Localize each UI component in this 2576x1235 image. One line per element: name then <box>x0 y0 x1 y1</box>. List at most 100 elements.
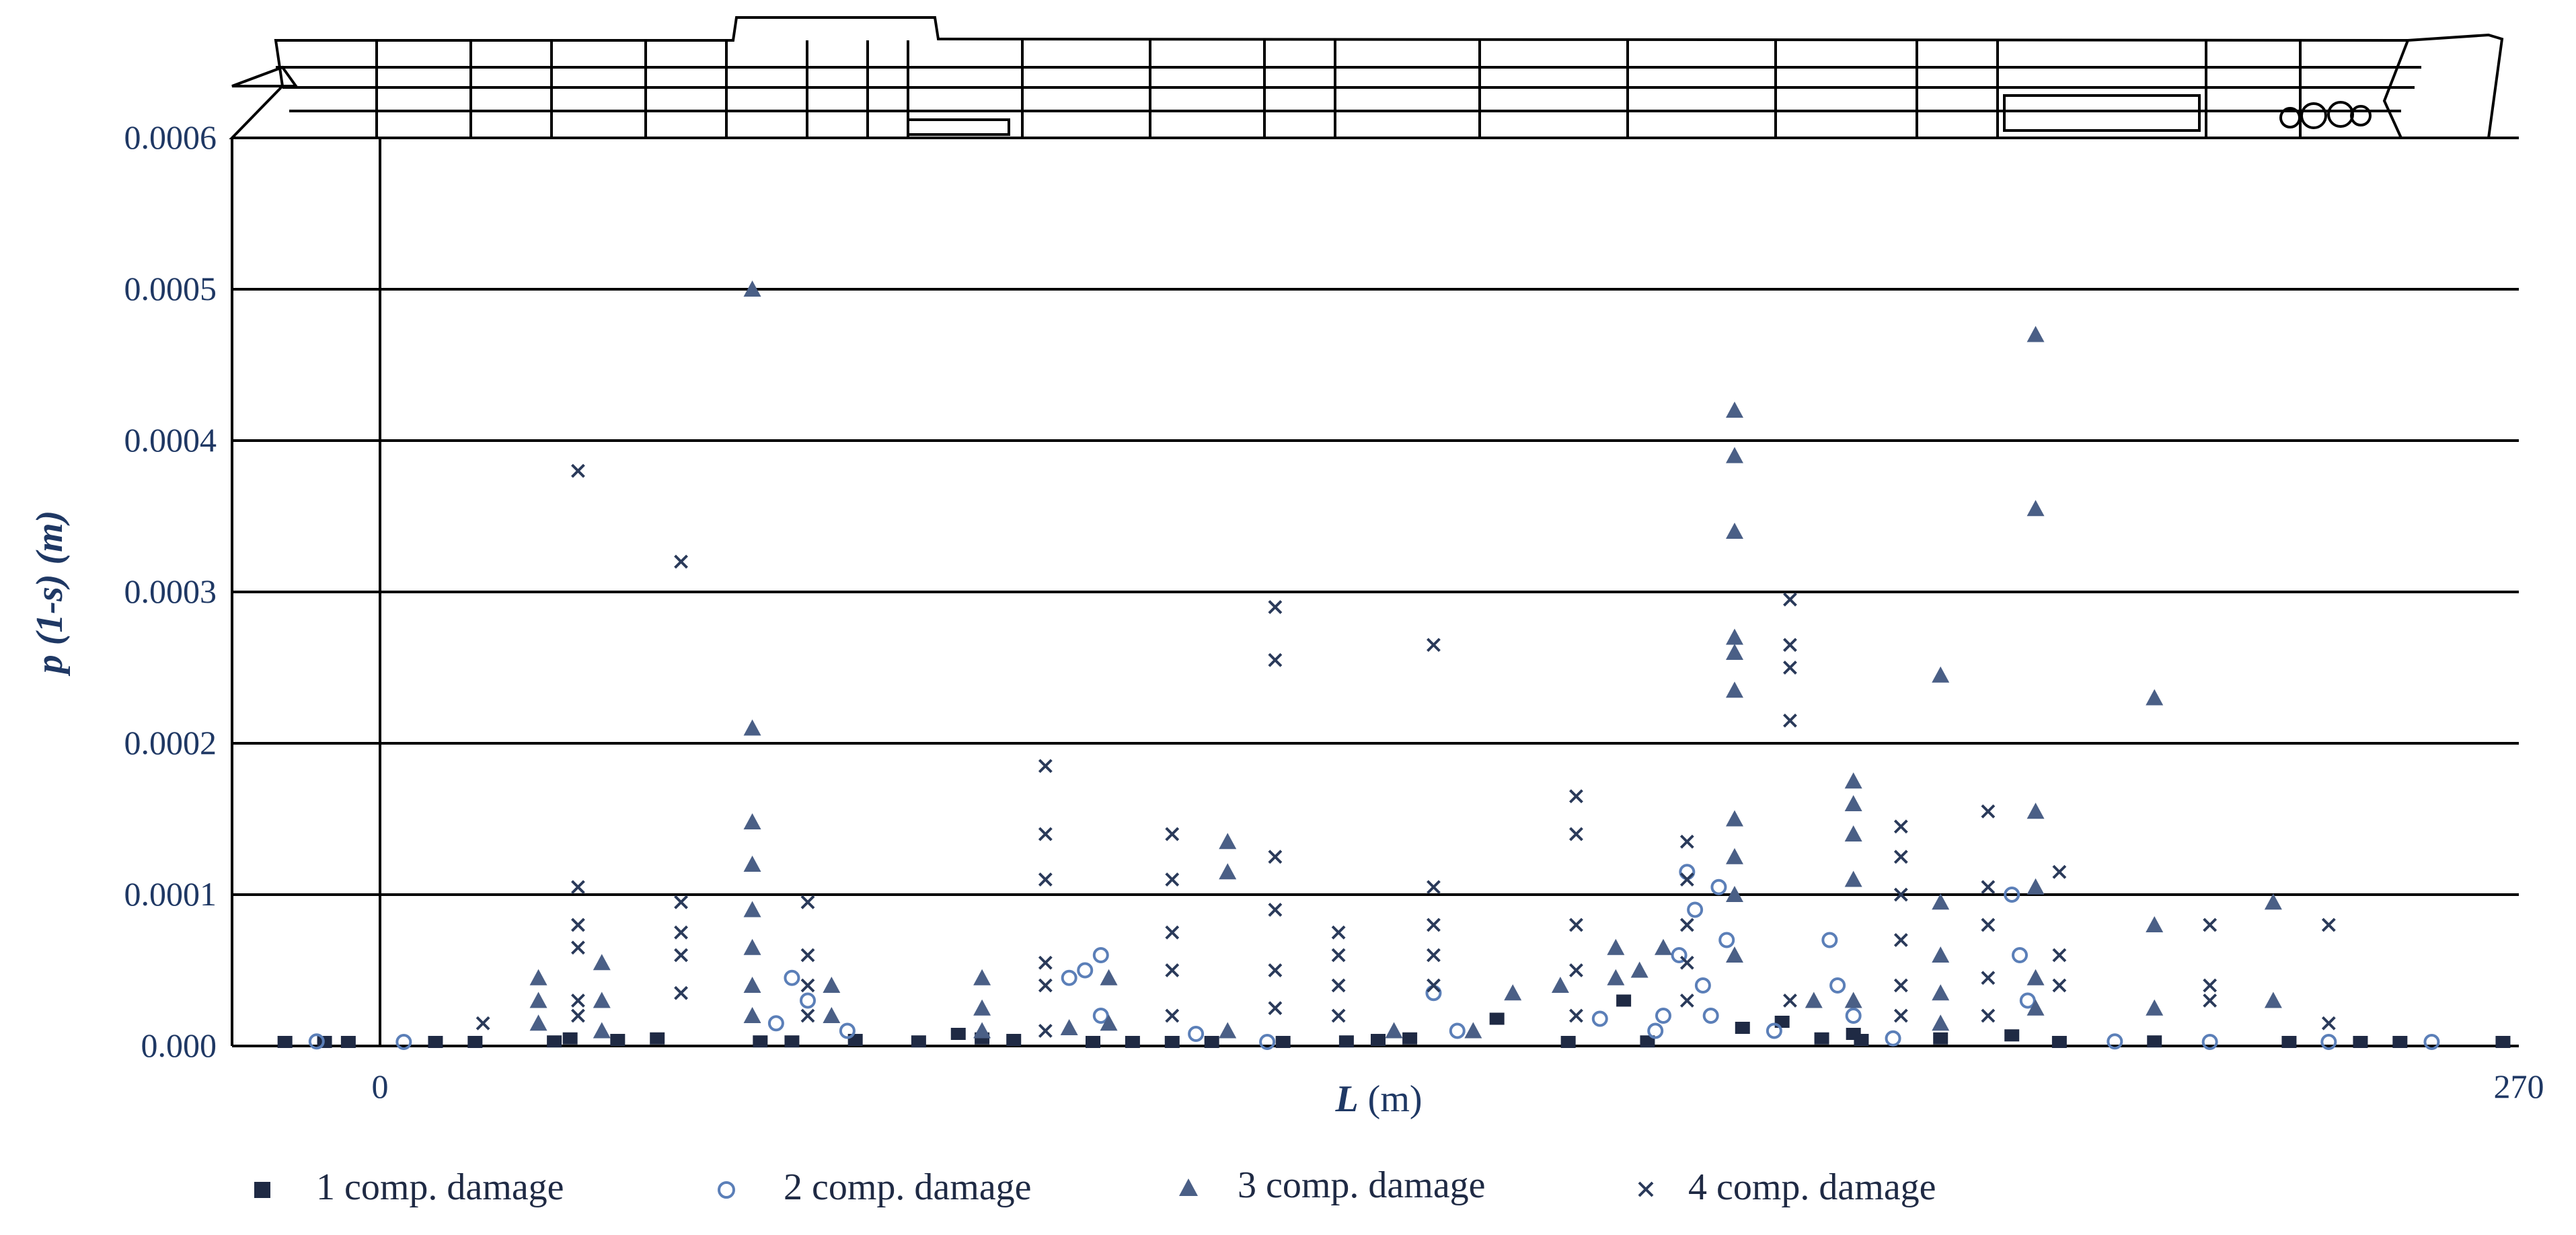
legend-item-3: 3 comp. damage <box>1179 1164 1486 1206</box>
data-point-circle <box>2107 1033 2123 1050</box>
data-point-triangle <box>529 991 547 1008</box>
legend-label-2: 2 comp. damage <box>784 1166 1032 1208</box>
data-point-cross <box>674 948 688 963</box>
data-point-square <box>911 1035 926 1048</box>
scatter-points <box>277 280 2511 1050</box>
y-tick-label: 0.0002 <box>124 724 217 761</box>
data-point-triangle <box>743 280 761 297</box>
data-point-square <box>2051 1036 2067 1048</box>
data-point-square <box>340 1036 356 1048</box>
data-point-square <box>1489 1012 1505 1025</box>
data-point-triangle <box>1726 402 1743 418</box>
data-point-cross <box>1038 759 1053 774</box>
data-point-triangle <box>973 999 991 1016</box>
data-point-circle <box>784 969 800 986</box>
data-point-cross <box>1893 978 1908 993</box>
data-point-square <box>1275 1036 1291 1048</box>
y-tick-label: 0.0003 <box>124 572 217 610</box>
data-point-cross <box>1331 978 1346 993</box>
data-point-triangle <box>1844 870 1862 887</box>
data-point-circle <box>2004 887 2020 903</box>
data-point-square <box>2281 1036 2297 1048</box>
data-point-circle <box>1092 947 1109 963</box>
data-point-triangle <box>2026 999 2045 1016</box>
data-point-cross <box>1569 827 1583 841</box>
data-point-circle <box>2019 992 2036 1009</box>
data-point-circle <box>1591 1010 1608 1027</box>
data-point-cross <box>571 994 585 1008</box>
data-point-square <box>2495 1036 2511 1048</box>
data-point-cross <box>1569 918 1583 932</box>
data-point-circle <box>1259 1034 1276 1050</box>
data-point-cross <box>1783 713 1797 728</box>
data-point-triangle <box>1219 833 1237 850</box>
ship-bow-bulb-shapes <box>2279 101 2372 129</box>
data-point-triangle <box>743 1007 761 1023</box>
data-point-cross <box>2203 978 2218 993</box>
data-point-cross <box>1268 903 1283 917</box>
data-point-triangle <box>823 1007 841 1023</box>
data-point-square <box>1204 1036 1219 1048</box>
data-point-cross <box>1981 804 1996 819</box>
data-point-triangle <box>1726 447 1743 463</box>
data-point-triangle <box>823 977 841 993</box>
data-point-triangle <box>1607 938 1625 955</box>
data-point-cross <box>1268 1001 1283 1016</box>
data-point-triangle <box>1504 984 1522 1001</box>
data-point-cross <box>2052 864 2067 879</box>
data-point-cross <box>1783 592 1797 607</box>
y-tick-label: 0.000 <box>141 1026 217 1064</box>
data-point-circle <box>767 1015 784 1032</box>
data-point-triangle <box>1932 984 1950 1001</box>
x-axis-title-unit: (m) <box>1359 1078 1423 1120</box>
data-point-square <box>2004 1029 2020 1042</box>
data-point-cross <box>1038 872 1053 887</box>
x-axis-title: L (m) <box>1334 1078 1422 1120</box>
data-point-cross <box>1981 1008 1996 1023</box>
data-point-triangle <box>2264 991 2282 1008</box>
data-point-triangle <box>1844 825 1862 841</box>
data-point-cross <box>1783 661 1797 675</box>
ship-profile <box>229 16 2504 139</box>
data-point-triangle <box>1100 1014 1118 1031</box>
ship-hull-outline <box>229 16 2504 139</box>
data-point-triangle <box>2264 893 2282 910</box>
data-point-cross <box>1427 948 1441 963</box>
data-point-cross <box>1679 918 1694 932</box>
ship-stern <box>2382 40 2409 139</box>
data-point-triangle <box>1726 628 1743 645</box>
data-point-cross <box>1679 955 1694 970</box>
y-axis-tick-labels: 0.000 0.0001 0.0002 0.0003 0.0004 0.0005 0.000… <box>124 118 217 1064</box>
data-point-triangle <box>1726 644 1743 660</box>
data-point-triangle <box>743 977 761 993</box>
data-point-square <box>650 1032 665 1045</box>
data-point-circle <box>2423 1034 2440 1050</box>
data-point-cross <box>2203 994 2218 1008</box>
data-point-square <box>547 1035 562 1048</box>
data-point-cross <box>571 918 585 932</box>
series-triangle <box>529 280 2282 1039</box>
legend-item-1: 1 comp. damage <box>254 1166 564 1208</box>
data-point-cross <box>1165 827 1180 841</box>
data-point-cross <box>1893 850 1908 864</box>
data-point-square <box>1616 994 1632 1007</box>
data-point-triangle <box>593 991 611 1008</box>
data-point-triangle <box>973 1022 991 1039</box>
data-point-triangle <box>1726 681 1743 698</box>
data-point-square <box>610 1034 626 1046</box>
data-point-triangle <box>1726 946 1743 963</box>
legend-square-marker <box>254 1182 270 1198</box>
data-point-cross <box>1331 925 1346 940</box>
data-point-cross <box>1893 819 1908 834</box>
ship-engine-room <box>907 118 1010 136</box>
data-point-cross <box>1569 789 1583 804</box>
data-point-circle <box>308 1033 325 1050</box>
data-point-cross <box>674 985 688 1000</box>
legend-circle-marker <box>718 1181 735 1199</box>
data-point-circle <box>1702 1008 1719 1024</box>
data-point-cross <box>1165 963 1180 977</box>
data-point-circle <box>1694 977 1711 994</box>
data-point-square <box>1371 1034 1386 1046</box>
data-point-triangle <box>1932 946 1950 963</box>
data-point-cross <box>674 895 688 909</box>
